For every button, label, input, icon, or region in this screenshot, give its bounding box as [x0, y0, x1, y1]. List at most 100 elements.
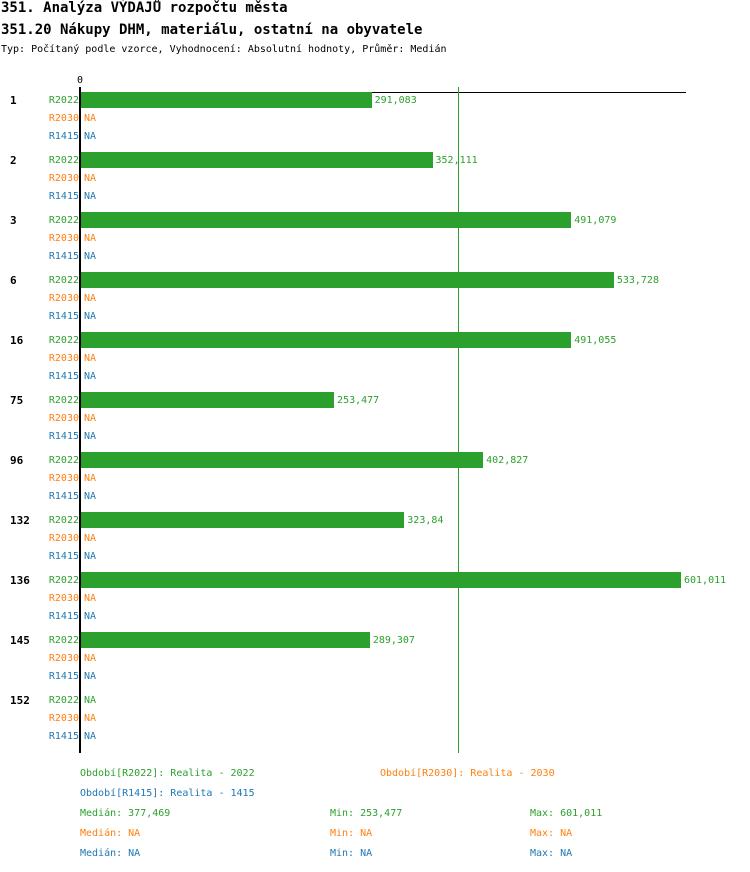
data-label: 491,055 — [574, 335, 617, 346]
series-label: R2030 — [48, 533, 79, 544]
series-label: R2022 — [48, 95, 79, 106]
data-label: NA — [84, 491, 97, 502]
data-label: 533,728 — [616, 275, 659, 286]
bar — [81, 332, 572, 348]
bar — [81, 392, 335, 408]
category-label: 96 — [10, 454, 24, 467]
series-label: R2030 — [48, 713, 79, 724]
stat-min-r1415: Min: NA — [330, 848, 373, 859]
series-label: R2030 — [48, 353, 79, 364]
data-label: NA — [84, 611, 97, 622]
series-label: R2022 — [48, 215, 79, 226]
data-label: NA — [84, 695, 97, 706]
median-line — [458, 87, 459, 753]
category-label: 1 — [10, 94, 17, 107]
data-label: 352,111 — [435, 155, 478, 166]
series-label: R1415 — [48, 131, 79, 142]
series-label: R2030 — [48, 233, 79, 244]
series-label: R2030 — [48, 413, 79, 424]
series-label: R1415 — [48, 371, 79, 382]
category-label: 136 — [10, 574, 30, 587]
series-label: R2022 — [48, 155, 79, 166]
data-label: NA — [84, 413, 97, 424]
data-label: NA — [84, 653, 97, 664]
stat-min-r2030: Min: NA — [330, 828, 373, 839]
category-label: 132 — [10, 514, 30, 527]
data-label: 289,307 — [372, 635, 415, 646]
bar — [81, 92, 372, 108]
data-label: NA — [84, 311, 97, 322]
category-label: 75 — [10, 394, 24, 407]
series-label: R1415 — [48, 311, 79, 322]
data-label: 601,011 — [684, 575, 727, 586]
stat-max-r2022: Max: 601,011 — [530, 808, 603, 819]
bar — [81, 632, 370, 648]
data-label: NA — [84, 233, 97, 244]
axis-top-line — [80, 92, 686, 93]
data-label: NA — [84, 173, 97, 184]
bar — [81, 212, 572, 228]
category-label: 152 — [10, 694, 30, 707]
data-label: NA — [84, 251, 97, 262]
category-label: 3 — [10, 214, 17, 227]
series-label: R2022 — [48, 635, 79, 646]
data-label: 491,079 — [574, 215, 617, 226]
series-label: R1415 — [48, 671, 79, 682]
data-label: NA — [84, 593, 97, 604]
data-label: 253,477 — [337, 395, 380, 406]
bar — [81, 572, 681, 588]
stat-median-r1415: Medián: NA — [80, 848, 141, 859]
series-label: R2022 — [48, 455, 79, 466]
series-label: R2030 — [48, 293, 79, 304]
category-label: 16 — [10, 334, 24, 347]
bar — [81, 272, 614, 288]
data-label: 402,827 — [486, 455, 529, 466]
data-label: NA — [84, 713, 97, 724]
page-title: 351. Analýza VÝDAJŮ rozpočtu města — [1, 0, 288, 16]
stat-max-r1415: Max: NA — [530, 848, 573, 859]
series-label: R2022 — [48, 515, 79, 526]
page-subtitle: 351.20 Nákupy DHM, materiálu, ostatní na… — [1, 22, 423, 38]
series-label: R2030 — [48, 173, 79, 184]
data-label: NA — [84, 113, 97, 124]
stat-median-r2022: Medián: 377,469 — [80, 808, 171, 819]
category-label: 145 — [10, 634, 30, 647]
category-label: 2 — [10, 154, 17, 167]
data-label: NA — [84, 473, 97, 484]
bar — [81, 152, 433, 168]
legend-period-r2030: Období[R2030]: Realita - 2030 — [380, 768, 555, 779]
data-label: 323,84 — [407, 515, 444, 526]
series-label: R2022 — [48, 395, 79, 406]
series-label: R1415 — [48, 731, 79, 742]
data-label: 291,083 — [374, 95, 417, 106]
legend-period-r2022: Období[R2022]: Realita - 2022 — [80, 768, 255, 779]
stat-min-r2022: Min: 253,477 — [330, 808, 403, 819]
series-label: R2030 — [48, 113, 79, 124]
data-label: NA — [84, 431, 97, 442]
page-description: Typ: Počítaný podle vzorce, Vyhodnocení:… — [1, 44, 447, 55]
series-label: R2022 — [48, 695, 79, 706]
data-label: NA — [84, 191, 97, 202]
series-label: R1415 — [48, 191, 79, 202]
series-label: R1415 — [48, 251, 79, 262]
data-label: NA — [84, 371, 97, 382]
series-label: R2030 — [48, 653, 79, 664]
series-label: R1415 — [48, 431, 79, 442]
data-label: NA — [84, 293, 97, 304]
data-label: NA — [84, 131, 97, 142]
data-label: NA — [84, 533, 97, 544]
axis-zero-label: 0 — [77, 75, 84, 86]
legend-period-r1415: Období[R1415]: Realita - 1415 — [80, 788, 255, 799]
category-label: 6 — [10, 274, 17, 287]
data-label: NA — [84, 551, 97, 562]
data-label: NA — [84, 671, 97, 682]
stat-median-r2030: Medián: NA — [80, 828, 141, 839]
series-label: R2030 — [48, 473, 79, 484]
series-label: R2022 — [48, 575, 79, 586]
data-label: NA — [84, 353, 97, 364]
series-label: R1415 — [48, 611, 79, 622]
stat-max-r2030: Max: NA — [530, 828, 573, 839]
series-label: R1415 — [48, 491, 79, 502]
bar — [81, 512, 405, 528]
data-label: NA — [84, 731, 97, 742]
